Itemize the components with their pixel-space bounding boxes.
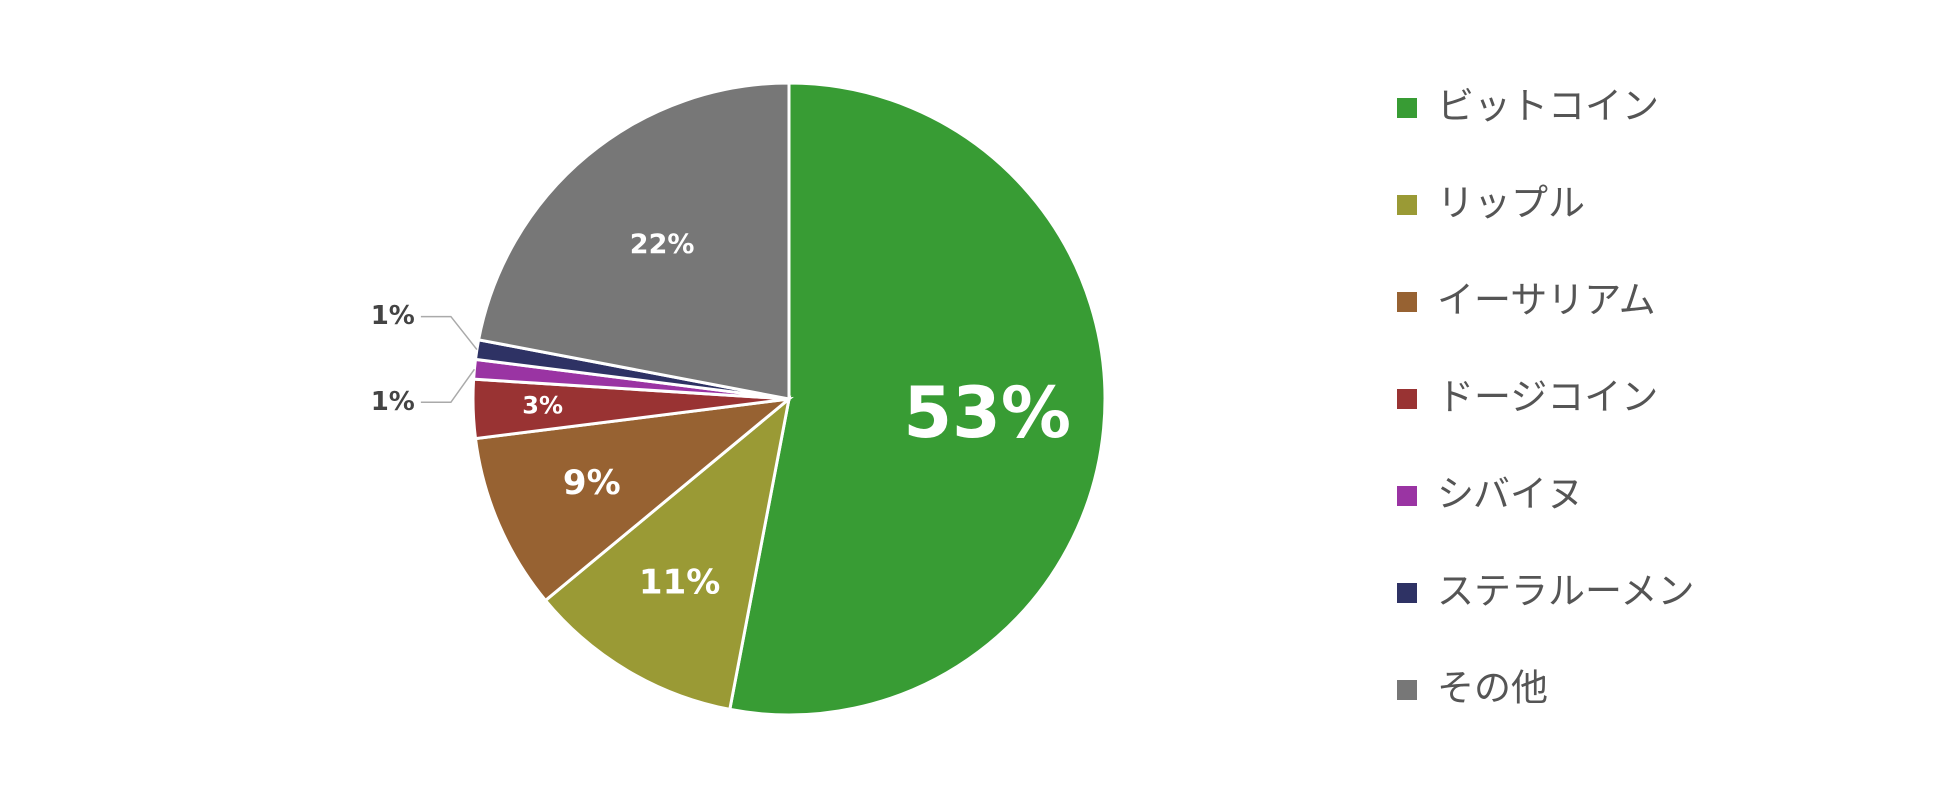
legend-swatch [1397, 195, 1417, 215]
data-label: 1% [371, 301, 415, 331]
legend-label: ビットコイン [1437, 85, 1659, 128]
pie-slice [476, 81, 791, 401]
data-label: 3% [522, 392, 563, 420]
legend-label: その他 [1437, 667, 1548, 710]
leader-line [420, 368, 476, 404]
data-label: 22% [630, 229, 695, 260]
data-label: 11% [639, 562, 720, 602]
data-label: 1% [371, 387, 415, 417]
pie-slice [728, 81, 1107, 717]
data-label: 9% [563, 463, 621, 503]
legend-label: ステラルーメン [1437, 570, 1695, 613]
pie-slice [543, 395, 792, 712]
legend-label: イーサリアム [1437, 279, 1656, 322]
legend-swatch [1397, 389, 1417, 409]
legend-swatch [1397, 486, 1417, 506]
pie-slice [473, 396, 794, 603]
legend-label: リップル [1437, 182, 1585, 225]
data-label: 53% [903, 372, 1071, 454]
leader-line [420, 315, 478, 351]
legend-label: ドージコイン [1437, 376, 1658, 419]
legend-label: シバイヌ [1437, 473, 1584, 516]
legend-swatch [1397, 680, 1417, 700]
legend-swatch [1397, 98, 1417, 118]
legend-swatch [1397, 292, 1417, 312]
legend-swatch [1397, 583, 1417, 603]
